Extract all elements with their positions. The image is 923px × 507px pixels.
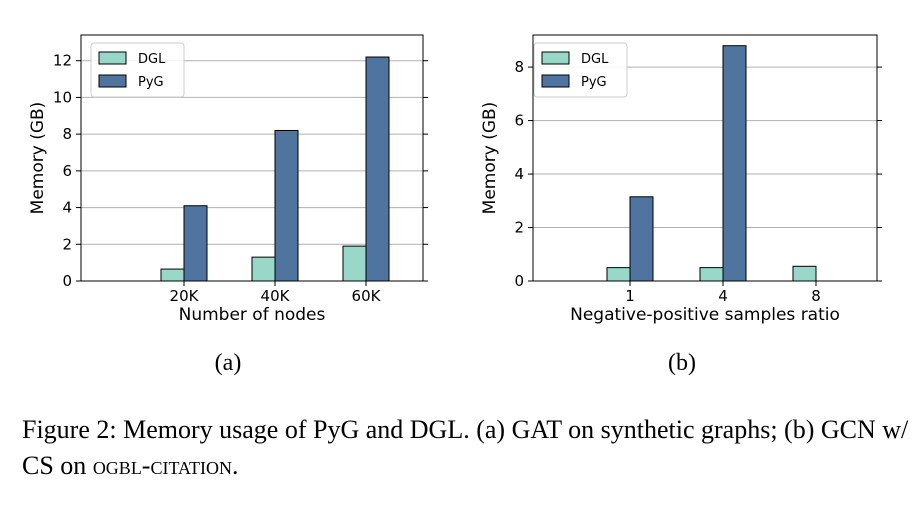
chart-b-x-ticks: 1 4 8 [625, 281, 821, 305]
chart-b-y-ticks: 0 2 4 6 8 [514, 58, 882, 290]
y-tick-label: 8 [62, 125, 72, 143]
y-tick-label: 2 [62, 235, 72, 253]
caption-end: . [232, 451, 239, 480]
legend-swatch-dgl [541, 51, 570, 65]
legend-swatch-pyg [541, 74, 570, 88]
y-tick-label: 6 [514, 112, 524, 130]
bar-pyg-60K [365, 56, 390, 282]
x-tick-label: 1 [625, 287, 635, 305]
legend-label-dgl: DGL [581, 52, 609, 67]
x-tick-label: 8 [811, 287, 821, 305]
figure-caption: Figure 2: Memory usage of PyG and DGL. (… [22, 412, 912, 484]
chart-b-frame [532, 34, 878, 282]
chart-a-x-ticks: 20K 40K 60K [170, 281, 382, 305]
y-tick-label: 2 [514, 219, 524, 237]
bar-pyg-40K [274, 129, 299, 282]
bar-dgl-20K [160, 268, 185, 282]
chart-b-y-axis-label: Memory (GB) [480, 102, 500, 215]
x-tick-label: 40K [261, 287, 291, 305]
chart-a-frame [80, 34, 424, 282]
chart-a-y-axis-label: Memory (GB) [28, 102, 48, 215]
x-tick-label: 4 [718, 287, 728, 305]
y-tick-label: 8 [514, 58, 524, 76]
bar-pyg-1 [629, 196, 654, 282]
chart-a: 0 2 4 6 8 10 12 20K 40K 60K Number of nodes Memo… [28, 34, 428, 325]
bar-dgl-60K [342, 245, 367, 282]
legend-label-pyg: PyG [581, 75, 607, 90]
x-tick-label: 60K [352, 287, 382, 305]
y-tick-label: 0 [514, 272, 524, 290]
chart-b: 0 2 4 6 8 1 4 8 Negative-positive samples rati… [480, 34, 882, 325]
legend-swatch-pyg [98, 74, 127, 88]
bar-dgl-4 [699, 267, 724, 282]
chart-a-y-ticks: 0 2 4 6 8 10 12 [53, 52, 428, 290]
bar-pyg-4 [722, 45, 747, 282]
y-tick-label: 10 [53, 88, 72, 106]
y-tick-label: 6 [62, 162, 72, 180]
bar-dgl-8 [792, 265, 817, 282]
y-tick-label: 12 [53, 52, 72, 70]
chart-a-x-axis-label: Number of nodes [179, 305, 326, 325]
chart-a-bars [160, 56, 390, 282]
chart-b-bars [606, 45, 817, 282]
legend-label-dgl: DGL [138, 52, 166, 67]
legend-swatch-dgl [98, 51, 127, 65]
bar-pyg-20K [183, 205, 208, 282]
bar-dgl-1 [606, 267, 631, 282]
caption-dataset-name: ogbl-citation [92, 451, 233, 480]
x-tick-label: 20K [170, 287, 200, 305]
y-tick-label: 0 [62, 272, 72, 290]
chart-b-legend: DGL PyG [533, 42, 628, 98]
y-tick-label: 4 [514, 165, 524, 183]
legend-label-pyg: PyG [138, 75, 164, 90]
y-tick-label: 4 [62, 199, 72, 217]
subfigure-label-b: (b) [668, 350, 696, 376]
caption-text: Figure 2: Memory usage of PyG and DGL. (… [22, 415, 909, 480]
subfigure-label-a: (a) [214, 350, 242, 376]
chart-b-x-axis-label: Negative-positive samples ratio [570, 305, 840, 325]
chart-a-legend: DGL PyG [90, 42, 185, 98]
bar-dgl-40K [251, 256, 276, 282]
